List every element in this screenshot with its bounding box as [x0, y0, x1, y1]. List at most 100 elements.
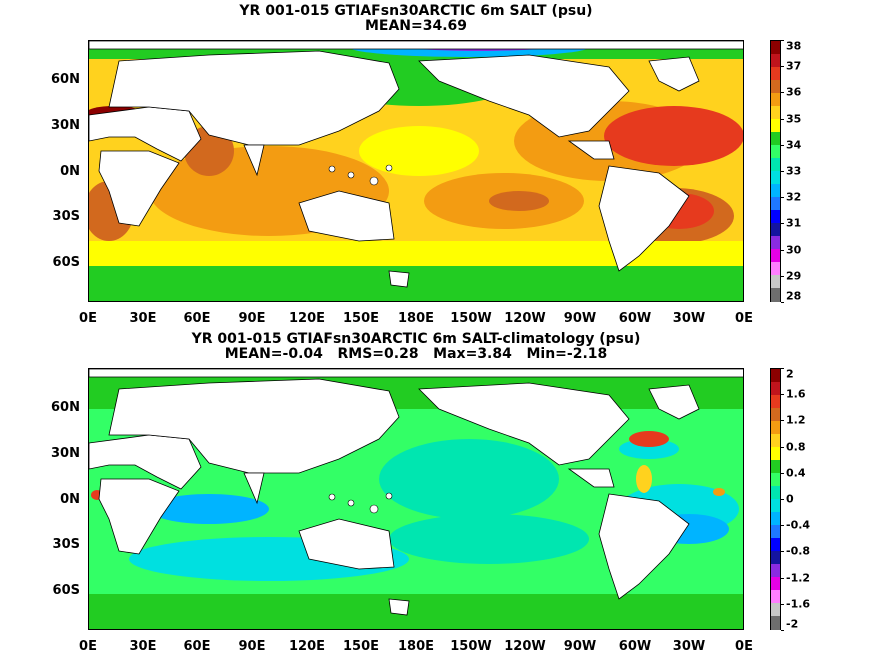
x-tick-label: 0E: [735, 311, 753, 326]
colorbar-segment: [771, 223, 780, 237]
map-canvas: [89, 369, 743, 629]
colorbar-tick: [781, 525, 784, 527]
colorbar-label: 35: [786, 112, 802, 126]
colorbar-segment: [771, 382, 780, 396]
colorbar-tick: [781, 118, 784, 120]
y-tick-label: 0N: [60, 164, 80, 179]
colorbar-tick: [781, 499, 784, 500]
colorbar-segment: [771, 616, 780, 630]
colorbar-segment: [771, 80, 780, 94]
colorbar-segment: [771, 473, 780, 487]
colorbar-tick: [781, 40, 784, 41]
colorbar: [770, 368, 781, 630]
panel-title: YR 001-015 GTIAFsn30ARCTIC 6m SALT-clima…: [191, 331, 641, 347]
colorbar-tick: [781, 577, 784, 579]
colorbar-tick: [781, 368, 784, 369]
x-tick-label: 30W: [672, 311, 706, 326]
colorbar-segment: [771, 395, 780, 409]
colorbar: [770, 40, 781, 302]
panel-subtitle: MEAN=-0.04 RMS=0.28 Max=3.84 Min=-2.18: [224, 346, 608, 362]
colorbar-segment: [771, 197, 780, 211]
colorbar-segment: [771, 119, 780, 133]
y-tick-label: 30N: [51, 446, 80, 461]
x-tick-label: 90E: [238, 639, 266, 654]
colorbar-segment: [771, 369, 780, 383]
colorbar-tick: [781, 275, 784, 277]
colorbar-segment: [771, 236, 780, 250]
colorbar-tick: [781, 446, 784, 448]
x-tick-label: 120W: [504, 311, 546, 326]
colorbar-tick: [781, 92, 784, 94]
colorbar-segment: [771, 603, 780, 617]
x-tick-label: 30E: [129, 639, 157, 654]
x-tick-label: 60W: [618, 311, 652, 326]
colorbar-segment: [771, 434, 780, 448]
x-tick-label: 150E: [342, 311, 380, 326]
colorbar-segment: [771, 288, 780, 302]
colorbar-segment: [771, 512, 780, 526]
colorbar-label: 28: [786, 289, 802, 303]
colorbar-label: 0: [786, 492, 794, 506]
y-tick-label: 60N: [51, 400, 80, 415]
colorbar-segment: [771, 590, 780, 604]
colorbar-segment: [771, 158, 780, 172]
colorbar-tick: [781, 197, 784, 199]
y-tick-label: 60S: [52, 583, 80, 598]
map-canvas: [89, 41, 743, 301]
colorbar-segment: [771, 577, 780, 591]
colorbar-segment: [771, 171, 780, 185]
colorbar-tick: [781, 420, 784, 422]
y-tick-label: 0N: [60, 492, 80, 507]
colorbar-label: -0.8: [786, 544, 811, 558]
colorbar-label: 34: [786, 138, 802, 152]
colorbar-segment: [771, 408, 780, 422]
colorbar-label: 33: [786, 164, 802, 178]
colorbar-segment: [771, 184, 780, 198]
colorbar-tick: [781, 144, 784, 146]
salinity-anomaly-map: [88, 368, 744, 630]
x-tick-label: 60W: [618, 639, 652, 654]
colorbar-label: -1.6: [786, 597, 811, 611]
x-tick-label: 0E: [735, 639, 753, 654]
colorbar-segment: [771, 486, 780, 500]
colorbar-segment: [771, 564, 780, 578]
panel-subtitle: MEAN=34.69: [364, 18, 468, 34]
x-tick-label: 0E: [79, 639, 97, 654]
x-tick-label: 60E: [183, 639, 211, 654]
colorbar-tick: [781, 472, 784, 474]
colorbar-segment: [771, 499, 780, 513]
colorbar-segment: [771, 41, 780, 55]
x-tick-label: 60E: [183, 311, 211, 326]
colorbar-label: 38: [786, 39, 802, 53]
y-tick-label: 30S: [52, 209, 80, 224]
x-tick-label: 30E: [129, 311, 157, 326]
colorbar-tick: [781, 551, 784, 553]
colorbar-tick: [781, 394, 784, 396]
colorbar-label: 31: [786, 216, 802, 230]
colorbar-segment: [771, 145, 780, 159]
colorbar-segment: [771, 93, 780, 107]
y-tick-label: 60S: [52, 255, 80, 270]
x-tick-label: 30W: [672, 639, 706, 654]
x-tick-label: 0E: [79, 311, 97, 326]
colorbar-segment: [771, 262, 780, 276]
x-tick-label: 180E: [397, 311, 435, 326]
colorbar-label: 30: [786, 243, 802, 257]
colorbar-label: 32: [786, 190, 802, 204]
colorbar-segment: [771, 538, 780, 552]
y-tick-label: 60N: [51, 72, 80, 87]
colorbar-label: 37: [786, 59, 802, 73]
x-tick-label: 150E: [342, 639, 380, 654]
x-tick-label: 120E: [288, 639, 326, 654]
salinity-anomaly-panel: YR 001-015 GTIAFsn30ARCTIC 6m SALT-clima…: [0, 328, 875, 656]
colorbar-label: 1.6: [786, 387, 806, 401]
x-tick-label: 120W: [504, 639, 546, 654]
colorbar-segment: [771, 275, 780, 289]
colorbar-tick: [781, 171, 784, 172]
colorbar-segment: [771, 132, 780, 146]
colorbar-tick: [781, 603, 784, 605]
colorbar-tick: [781, 302, 784, 303]
colorbar-tick: [781, 249, 784, 251]
x-tick-label: 180E: [397, 639, 435, 654]
colorbar-segment: [771, 551, 780, 565]
